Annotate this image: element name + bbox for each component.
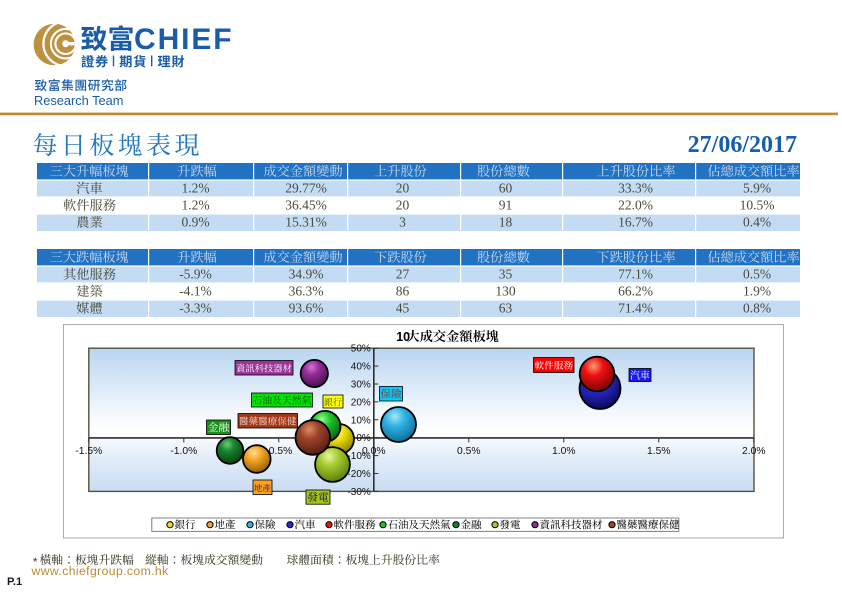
svg-text:0%: 0% [356, 433, 371, 444]
svg-text:27/06/2017: 27/06/2017 [688, 132, 797, 158]
svg-text:P.1: P.1 [7, 576, 22, 588]
svg-text:-4.1%: -4.1% [179, 284, 212, 299]
svg-text:93.6%: 93.6% [289, 301, 324, 316]
svg-text:3: 3 [399, 215, 406, 230]
svg-text:66.2%: 66.2% [618, 284, 653, 299]
svg-text:-1.0%: -1.0% [170, 446, 197, 457]
svg-text:45: 45 [396, 301, 410, 316]
svg-text:0.8%: 0.8% [743, 301, 771, 316]
svg-text:-5.9%: -5.9% [179, 267, 212, 282]
svg-text:10.5%: 10.5% [740, 198, 775, 213]
svg-text:1.5%: 1.5% [647, 446, 670, 457]
svg-text:29.77%: 29.77% [285, 181, 327, 196]
svg-text:2.0%: 2.0% [742, 446, 765, 457]
svg-text:10: 10 [396, 330, 410, 344]
svg-text:16.7%: 16.7% [618, 215, 653, 230]
svg-text:1.0%: 1.0% [552, 446, 575, 457]
svg-text:1.2%: 1.2% [181, 198, 209, 213]
svg-text:0.5%: 0.5% [457, 446, 480, 457]
svg-text:0.9%: 0.9% [181, 215, 209, 230]
svg-text:Research Team: Research Team [34, 93, 123, 108]
svg-text:91: 91 [499, 198, 513, 213]
svg-text:0.5%: 0.5% [743, 267, 771, 282]
svg-text:5.9%: 5.9% [743, 181, 771, 196]
svg-text:60: 60 [499, 181, 513, 196]
svg-text:-3.3%: -3.3% [179, 301, 212, 316]
svg-text:40%: 40% [351, 362, 371, 373]
svg-text:15.31%: 15.31% [285, 215, 327, 230]
svg-text:20%: 20% [351, 397, 371, 408]
svg-text:22.0%: 22.0% [618, 198, 653, 213]
svg-text:63: 63 [499, 301, 513, 316]
svg-text:30%: 30% [351, 380, 371, 391]
svg-text:-30%: -30% [347, 487, 370, 498]
svg-text:-10%: -10% [347, 451, 370, 462]
svg-text:50%: 50% [351, 344, 371, 355]
svg-text:-0.5%: -0.5% [265, 446, 292, 457]
svg-text:0.0%: 0.0% [362, 446, 385, 457]
svg-text:34.9%: 34.9% [289, 267, 324, 282]
svg-text:36.3%: 36.3% [289, 284, 324, 299]
svg-text:1.9%: 1.9% [743, 284, 771, 299]
svg-text:1.2%: 1.2% [181, 181, 209, 196]
svg-text:CHIEF: CHIEF [134, 23, 234, 56]
svg-text:27: 27 [396, 267, 410, 282]
svg-text:www.chiefgroup.com.hk: www.chiefgroup.com.hk [31, 564, 170, 578]
svg-text:77.1%: 77.1% [618, 267, 653, 282]
svg-text:33.3%: 33.3% [618, 181, 653, 196]
svg-text:86: 86 [396, 284, 410, 299]
svg-text:36.45%: 36.45% [285, 198, 327, 213]
svg-text:18: 18 [499, 215, 513, 230]
svg-text:130: 130 [495, 284, 516, 299]
svg-text:-1.5%: -1.5% [75, 446, 102, 457]
svg-text:20: 20 [396, 198, 410, 213]
svg-text:-20%: -20% [347, 469, 370, 480]
svg-text:0.4%: 0.4% [743, 215, 771, 230]
svg-text:35: 35 [499, 267, 513, 282]
svg-text:20: 20 [396, 181, 410, 196]
svg-text:10%: 10% [351, 415, 371, 426]
svg-text:*: * [33, 557, 38, 569]
svg-text:71.4%: 71.4% [618, 301, 653, 316]
